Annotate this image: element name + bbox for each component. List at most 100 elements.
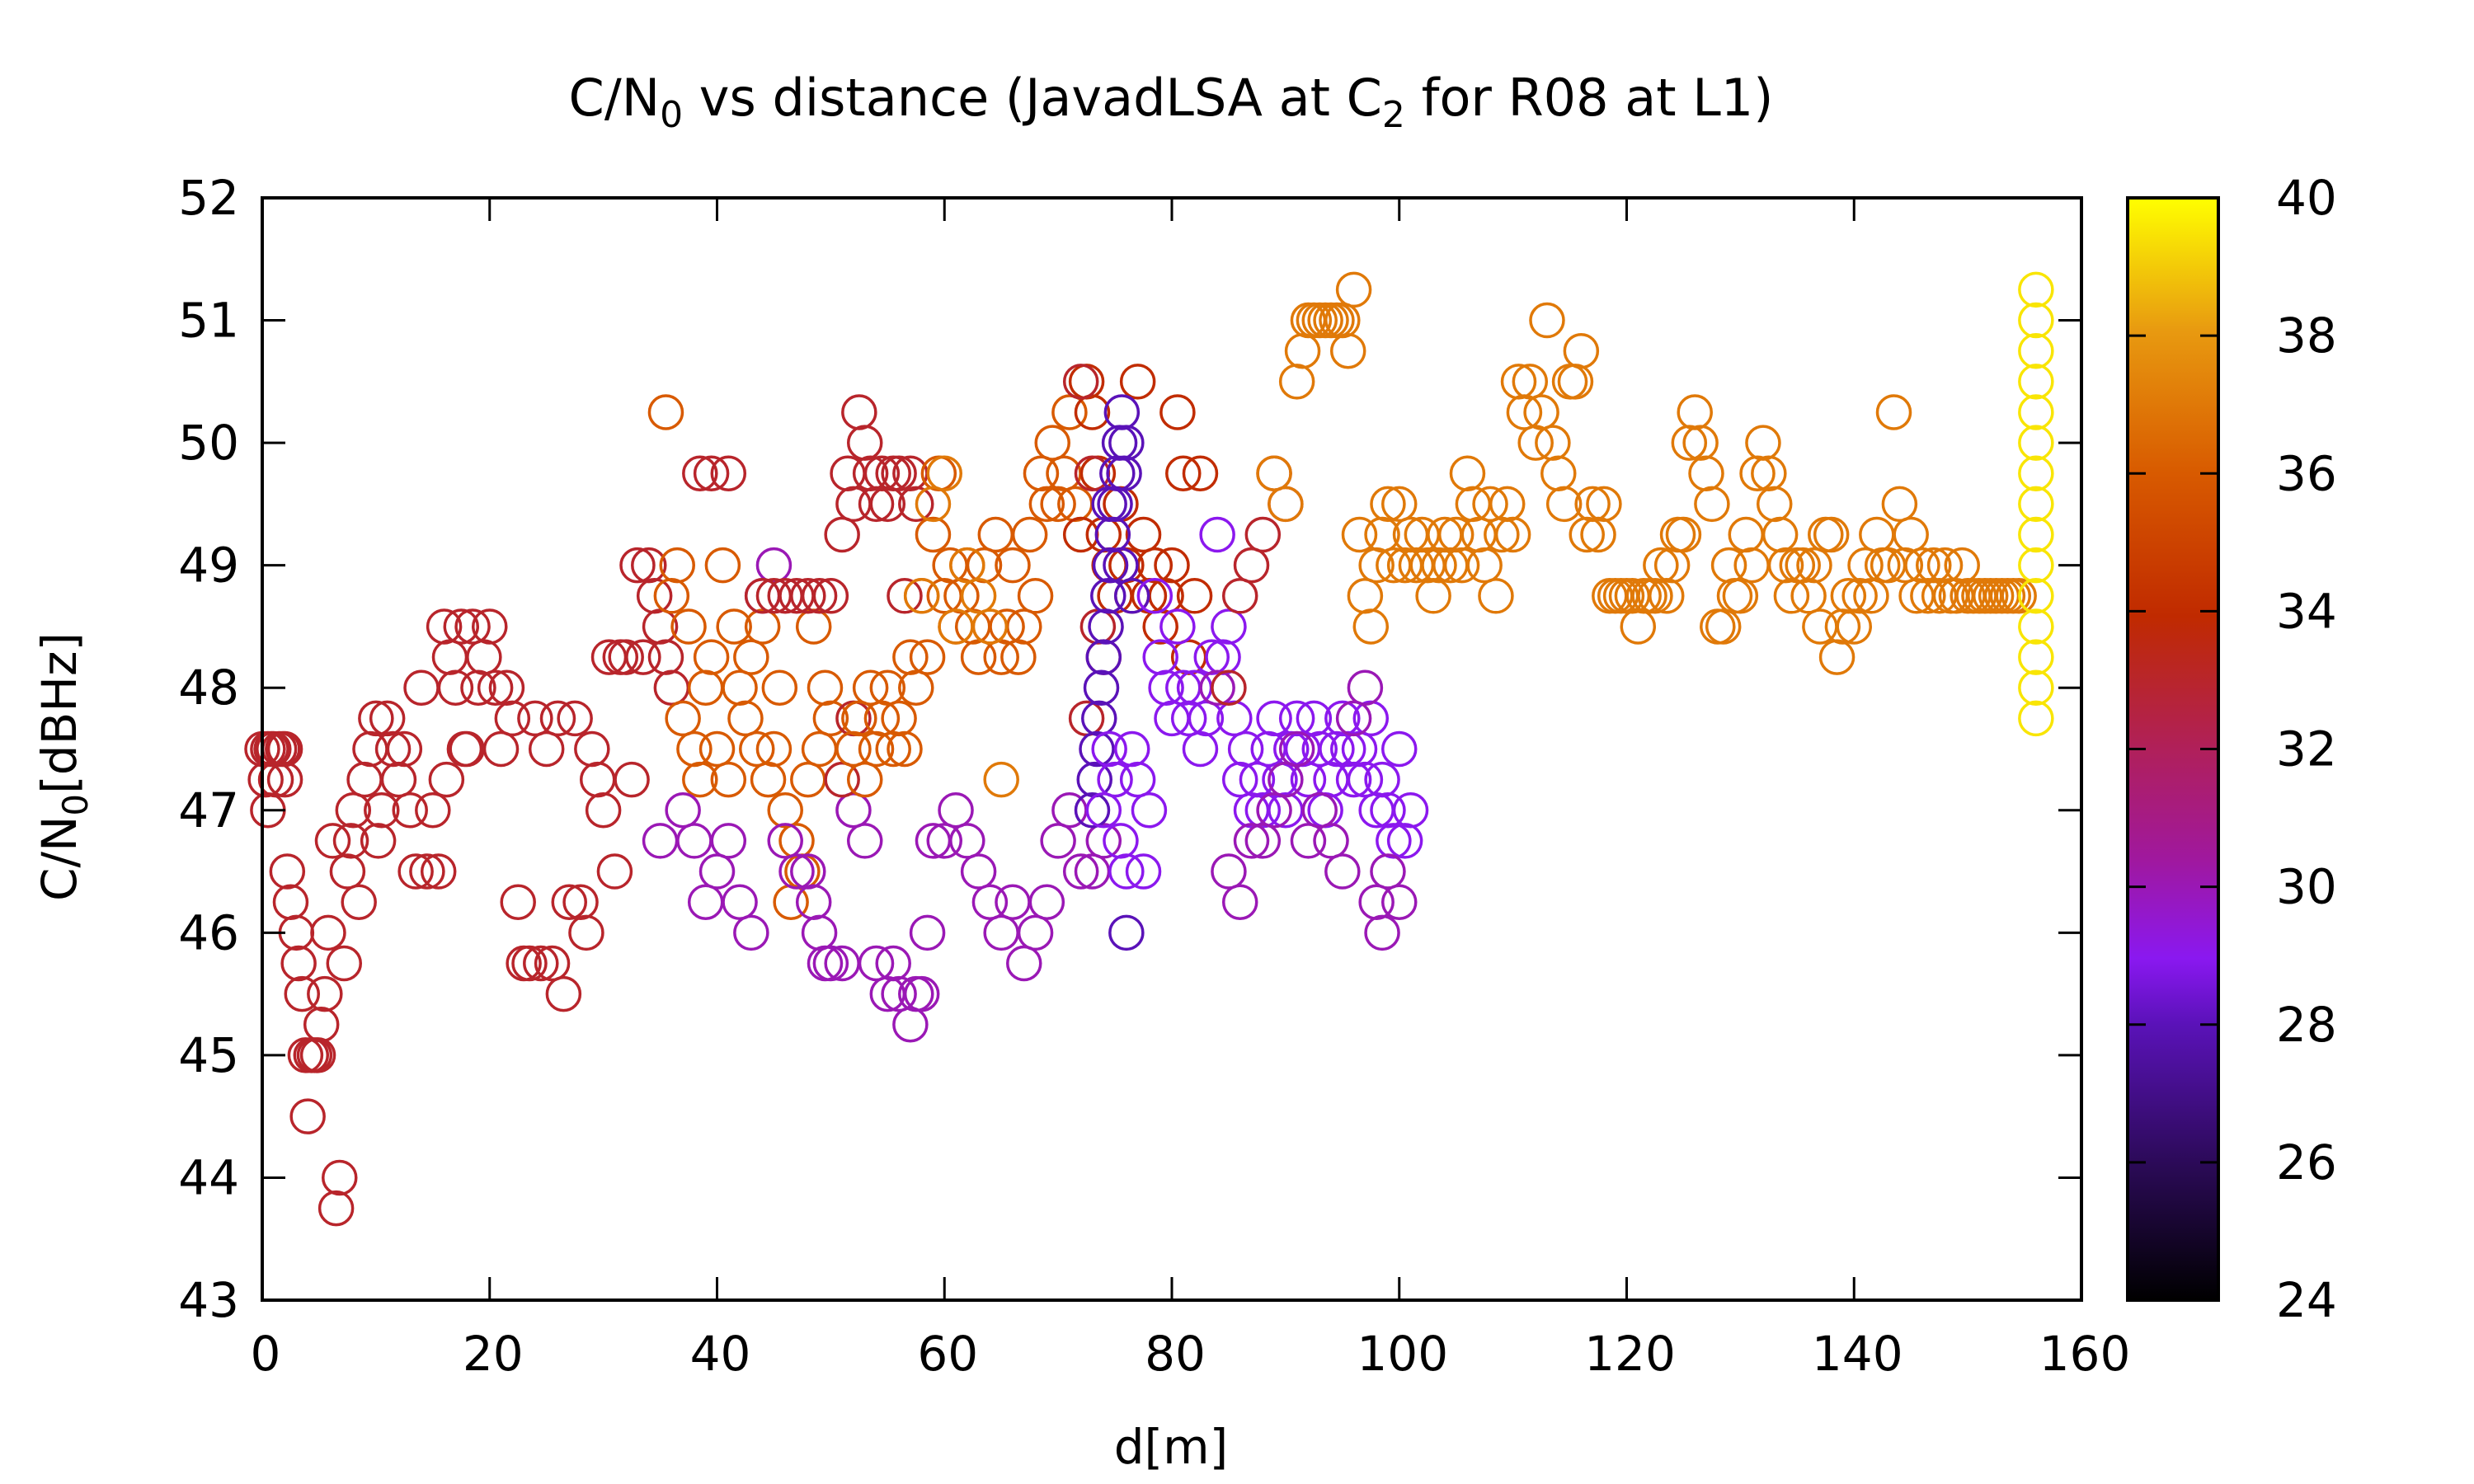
data-point (1085, 792, 1122, 829)
data-point (1028, 884, 1065, 920)
data-point (477, 669, 514, 706)
data-point (1329, 332, 1366, 369)
data-point (1062, 364, 1099, 400)
data-point (1088, 608, 1124, 645)
data-point (614, 761, 650, 798)
data-point (659, 547, 695, 584)
data-point (1745, 425, 1781, 461)
data-point (1154, 547, 1190, 584)
data-point (790, 761, 826, 798)
data-point (482, 730, 520, 768)
data-point (1079, 730, 1115, 768)
data-point (971, 608, 1009, 645)
data-point (1040, 823, 1076, 859)
data-point (767, 823, 803, 859)
data-point (722, 884, 758, 920)
colorbar-tick-label: 28 (2276, 997, 2337, 1053)
data-point (1859, 516, 1895, 553)
data-point (494, 700, 531, 737)
data-point (1756, 486, 1793, 523)
data-point (903, 975, 940, 1012)
data-point (1540, 455, 1577, 491)
plot-frame (261, 196, 2083, 1302)
data-point (314, 823, 351, 859)
y-tick-label: 43 (178, 1272, 239, 1328)
data-point (1466, 547, 1503, 584)
data-point (1545, 486, 1583, 523)
data-point (1494, 516, 1531, 553)
data-point (1176, 578, 1213, 614)
data-point (909, 914, 946, 951)
data-point (322, 1159, 358, 1196)
data-point (915, 486, 952, 523)
data-point (744, 608, 781, 645)
data-point (2018, 639, 2054, 675)
data-point (1101, 425, 1138, 461)
data-point (704, 547, 741, 584)
data-point (841, 700, 877, 737)
colorbar-tick-label: 30 (2276, 859, 2337, 915)
x-tick-label: 40 (690, 1326, 751, 1382)
data-point (1119, 364, 1156, 400)
data-point (420, 853, 457, 890)
data-point (409, 853, 445, 890)
x-tick-label: 60 (917, 1326, 978, 1382)
data-point (710, 761, 747, 798)
data-point (500, 884, 536, 920)
data-point (1103, 394, 1141, 430)
data-point (341, 884, 377, 920)
colorbar-tick-label: 24 (2276, 1272, 2337, 1328)
y-tick-label: 47 (178, 782, 239, 838)
x-tick-label: 20 (463, 1326, 524, 1382)
y-tick-label: 50 (178, 415, 239, 471)
data-point (960, 853, 997, 890)
data-point (1278, 364, 1315, 400)
data-point (1290, 761, 1327, 798)
data-point (687, 669, 724, 706)
data-point (1347, 669, 1384, 706)
x-tick-label: 120 (1584, 1326, 1676, 1382)
data-point (1188, 700, 1225, 737)
colorbar-tick-label: 36 (2276, 445, 2337, 501)
data-point (727, 700, 764, 737)
data-point (733, 639, 769, 675)
data-point (1694, 486, 1730, 523)
colorbar-tick-label: 32 (2276, 721, 2337, 777)
data-point (1083, 669, 1120, 706)
data-point (665, 700, 701, 737)
data-point (1733, 547, 1770, 584)
data-point (266, 761, 303, 798)
data-point (1335, 700, 1372, 737)
data-point (449, 730, 485, 768)
data-point (710, 455, 747, 491)
data-point (1290, 823, 1327, 859)
data-point (1221, 884, 1258, 920)
data-point (534, 945, 571, 982)
data-point (1159, 394, 1196, 430)
data-points (244, 271, 2054, 1227)
y-tick-label: 45 (178, 1027, 239, 1083)
data-point (1370, 486, 1406, 523)
data-point (1028, 486, 1065, 523)
data-point (1301, 792, 1338, 829)
data-point (1341, 516, 1378, 553)
data-point (296, 1037, 333, 1073)
data-point (1268, 761, 1304, 798)
data-point (670, 608, 707, 645)
data-point (698, 853, 736, 890)
data-point (466, 639, 502, 675)
x-axis-label: d[m] (1114, 1419, 1229, 1475)
data-point (824, 516, 860, 553)
colorbar-tick-label: 40 (2276, 170, 2337, 226)
data-point (1443, 547, 1480, 584)
data-point (807, 669, 844, 706)
data-point (647, 639, 684, 675)
data-point (1017, 578, 1054, 614)
y-tick-label: 48 (178, 660, 239, 716)
data-point (1313, 823, 1349, 859)
data-point (846, 761, 883, 798)
data-point (1347, 761, 1384, 798)
data-point (431, 639, 468, 675)
data-point (995, 547, 1031, 584)
data-point (358, 700, 394, 737)
